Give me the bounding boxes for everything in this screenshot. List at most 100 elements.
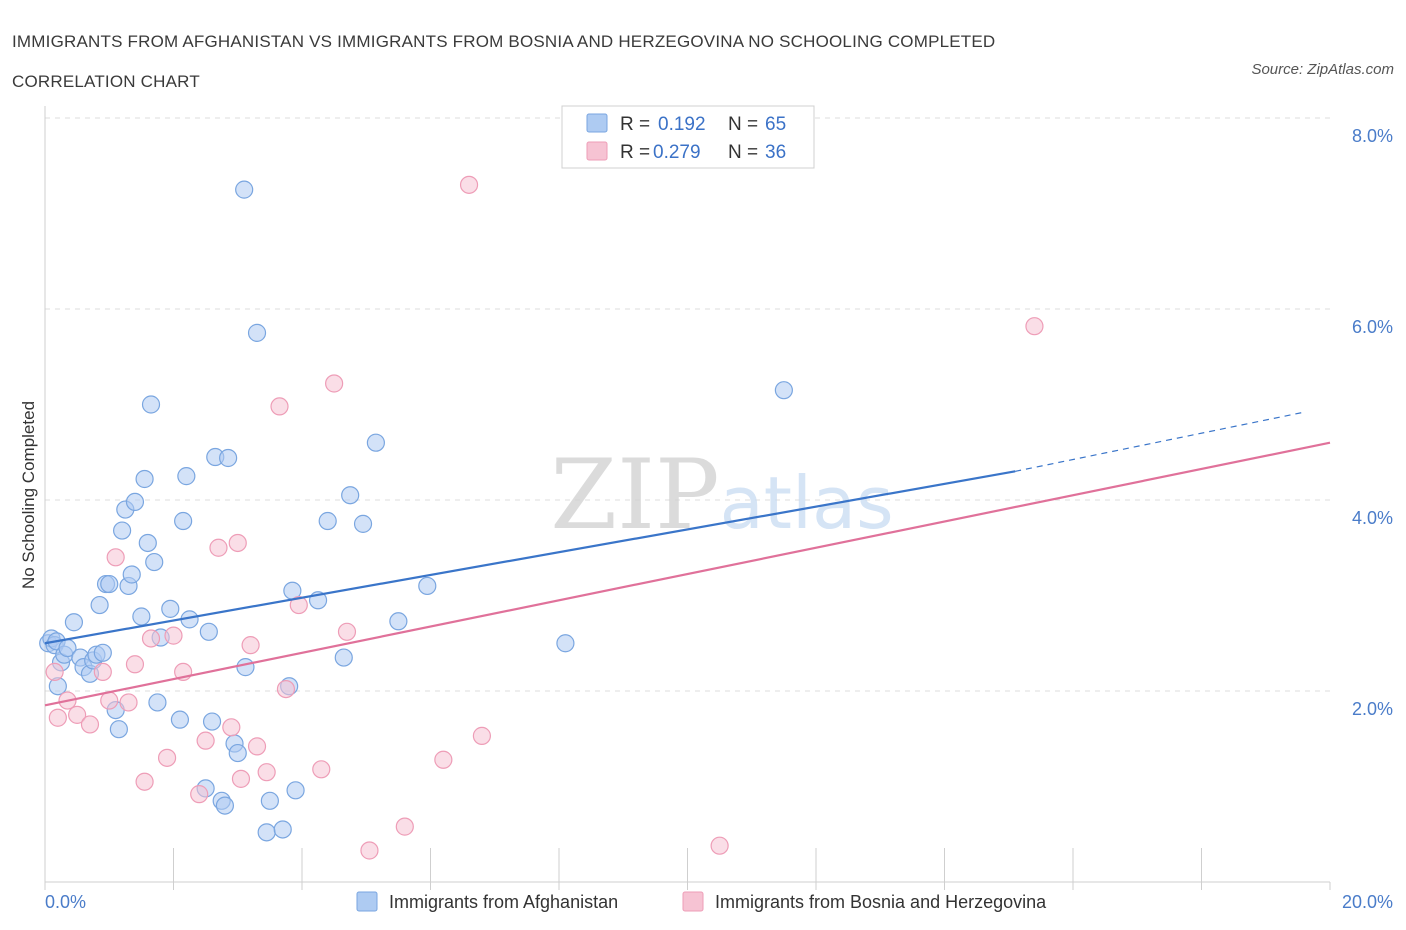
bosnia-point <box>80 715 100 734</box>
bosnia-point <box>395 817 414 836</box>
chart-title: IMMIGRANTS FROM AFGHANISTAN VS IMMIGRANT… <box>12 22 1162 102</box>
bosnia-trend-line <box>44 441 1331 707</box>
legend-r-value: 0.279 <box>653 142 701 163</box>
bottom-legend-swatch-bosnia <box>682 891 704 912</box>
y-tick-label: 8.0% <box>1352 126 1393 146</box>
bosnia-point <box>45 662 64 682</box>
afghanistan-point <box>161 599 180 618</box>
legend-r-value: 0.192 <box>658 114 706 135</box>
legend-n-label: N = <box>728 114 758 135</box>
bosnia-point <box>141 629 161 648</box>
afghanistan-point <box>148 693 167 712</box>
chart-title-line1: IMMIGRANTS FROM AFGHANISTAN VS IMMIGRANT… <box>12 32 996 51</box>
afghanistan-point <box>353 514 373 533</box>
y-tick-label: 2.0% <box>1352 699 1393 719</box>
bosnia-point <box>1025 317 1044 336</box>
legend-n-label: N = <box>728 142 758 163</box>
afghanistan-point <box>286 781 305 800</box>
afghanistan-point <box>177 467 196 486</box>
afghanistan-point <box>112 521 132 540</box>
bosnia-point <box>459 175 479 194</box>
bosnia-point <box>241 636 260 655</box>
afghanistan-point <box>774 381 793 400</box>
afghanistan-trend-line <box>44 470 1016 645</box>
bosnia-point <box>472 726 491 745</box>
watermark-zip: ZIP <box>550 439 719 551</box>
bosnia-point <box>119 693 138 712</box>
afghanistan-point <box>199 622 218 641</box>
bosnia-point <box>228 533 247 553</box>
bosnia-point <box>190 785 209 804</box>
x-tick-label: 0.0% <box>45 892 86 912</box>
y-tick-label: 6.0% <box>1352 317 1393 337</box>
y-tick-label: 4.0% <box>1352 508 1393 528</box>
afghanistan-point <box>174 511 193 531</box>
afghanistan-point <box>90 595 109 615</box>
afghanistan-point <box>64 613 84 632</box>
bosnia-point <box>247 737 267 756</box>
bosnia-point <box>710 836 729 855</box>
watermark-atlas: atlas <box>720 461 894 545</box>
bosnia-point <box>100 691 119 710</box>
afghanistan-point <box>138 533 157 553</box>
afghanistan-point <box>202 712 222 731</box>
bottom-legend-swatch-afghanistan <box>356 891 378 912</box>
afghanistan-point <box>170 710 190 729</box>
bosnia-point <box>106 548 125 567</box>
x-tick-labels: 0.0% 20.0% <box>45 892 1393 912</box>
afghanistan-point <box>145 552 164 572</box>
legend-r-label: R = <box>620 142 650 163</box>
bosnia-point <box>164 626 183 645</box>
afghanistan-point <box>389 612 408 631</box>
grid-lines <box>45 117 1330 692</box>
bosnia-point <box>68 705 87 724</box>
legend-swatch-bosnia <box>586 141 608 161</box>
legend-box: R = 0.192 N = 65 R = 0.279 N = 36 <box>561 105 815 169</box>
afghanistan-point <box>93 643 112 662</box>
afghanistan-point <box>215 796 234 815</box>
legend-swatch-afghanistan <box>586 113 608 133</box>
afghanistan-point <box>135 469 154 489</box>
chart-title-line2: CORRELATION CHART <box>12 72 200 91</box>
afghanistan-point <box>141 395 161 414</box>
bosnia-point <box>135 772 154 791</box>
legend-r-label: R = <box>620 114 650 135</box>
afghanistan-point <box>556 634 575 653</box>
afghanistan-trend-extension <box>1015 411 1305 472</box>
y-tick-labels: 2.0% 4.0% 6.0% 8.0% <box>1352 126 1393 719</box>
bosnia-point <box>289 595 308 615</box>
bosnia-point <box>93 662 112 682</box>
afghanistan-point <box>334 648 353 667</box>
bosnia-point <box>257 763 276 782</box>
afghanistan-point <box>318 511 337 531</box>
afghanistan-point <box>260 791 279 810</box>
bosnia-point <box>222 718 241 737</box>
afghanistan-point <box>228 743 247 763</box>
legend-n-value: 36 <box>765 142 786 163</box>
bosnia-point <box>312 760 331 779</box>
afghanistan-point <box>125 492 145 512</box>
afghanistan-point <box>366 433 385 452</box>
afghanistan-point <box>247 323 267 342</box>
bottom-legend-bosnia: Immigrants from Bosnia and Herzegovina <box>715 892 1047 912</box>
bosnia-point <box>231 769 251 788</box>
afghanistan-point <box>236 658 255 677</box>
bosnia-point <box>360 841 379 860</box>
afghanistan-point <box>132 607 151 626</box>
bosnia-point <box>325 374 344 393</box>
bosnia-points <box>45 175 1044 860</box>
afghanistan-point <box>109 720 128 739</box>
afghanistan-point <box>235 180 254 199</box>
bottom-legend-afghanistan: Immigrants from Afghanistan <box>389 892 618 912</box>
axes <box>44 106 1331 890</box>
bosnia-point <box>276 679 296 699</box>
x-tick-label: 20.0% <box>1342 892 1393 912</box>
afghanistan-point <box>257 823 276 842</box>
bosnia-point <box>434 750 453 769</box>
afghanistan-point <box>418 576 437 596</box>
bosnia-point <box>125 655 145 674</box>
afghanistan-point <box>273 820 292 839</box>
bosnia-point <box>196 731 215 750</box>
source-label: Source: ZipAtlas.com <box>1251 61 1394 78</box>
